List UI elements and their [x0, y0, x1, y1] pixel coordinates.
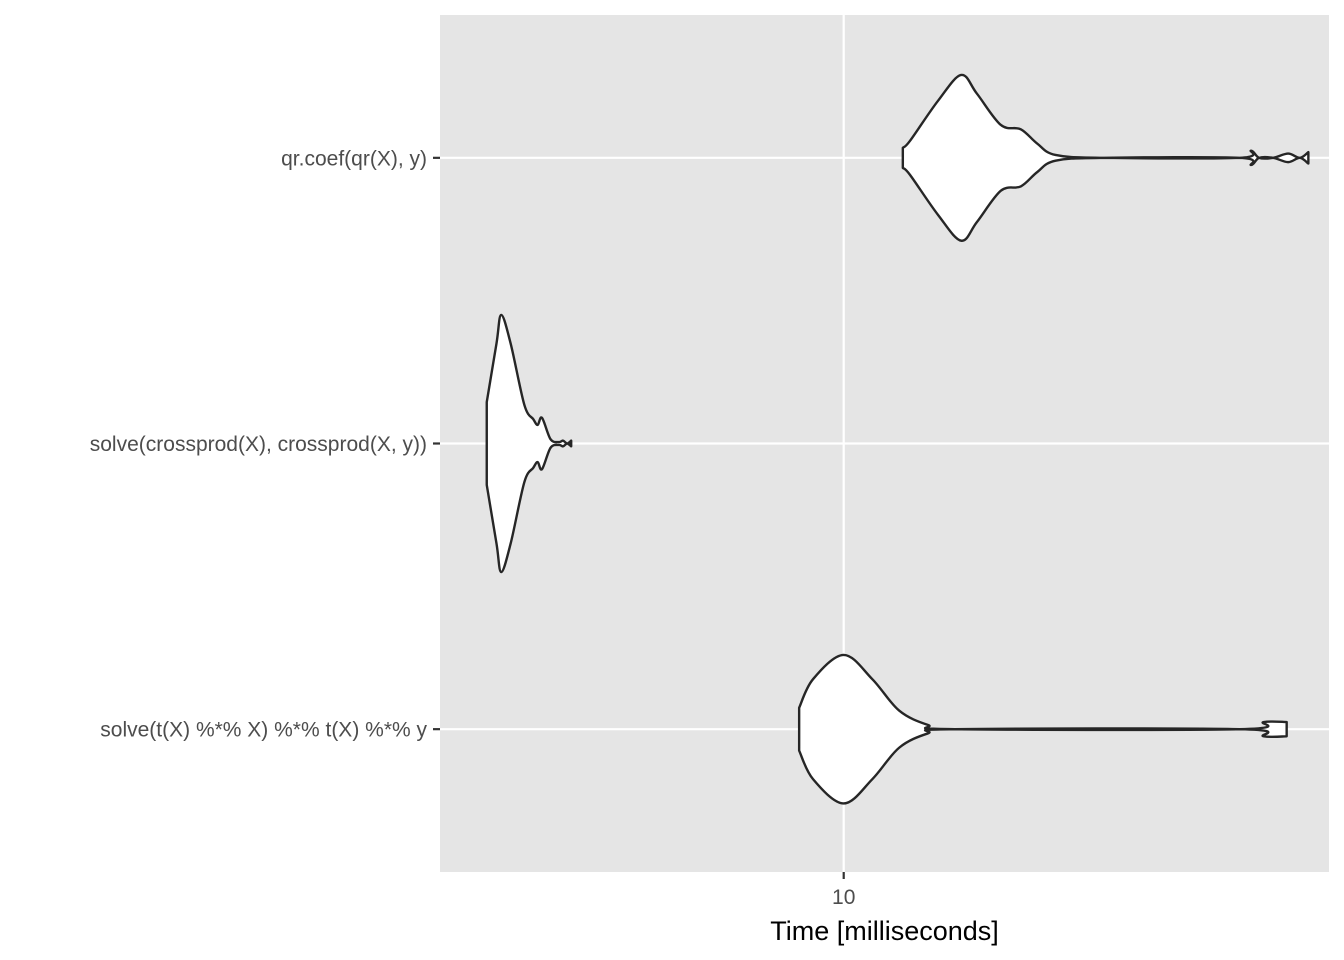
- violin-2: [485, 313, 573, 574]
- x-axis-title: Time [milliseconds]: [770, 916, 999, 946]
- x-tick-label: 10: [832, 886, 855, 909]
- y-tick-label: solve(crossprod(X), crossprod(X, y)): [90, 433, 427, 456]
- y-tick-label: qr.coef(qr(X), y): [281, 147, 427, 170]
- violins: [485, 73, 1310, 805]
- y-tick-label: solve(t(X) %*% X) %*% t(X) %*% y: [100, 719, 427, 742]
- x-axis: 10: [832, 872, 855, 909]
- violin-3: [797, 653, 1288, 805]
- violin-1: [901, 73, 1310, 242]
- y-axis: qr.coef(qr(X), y) solve(crossprod(X), cro…: [90, 147, 440, 742]
